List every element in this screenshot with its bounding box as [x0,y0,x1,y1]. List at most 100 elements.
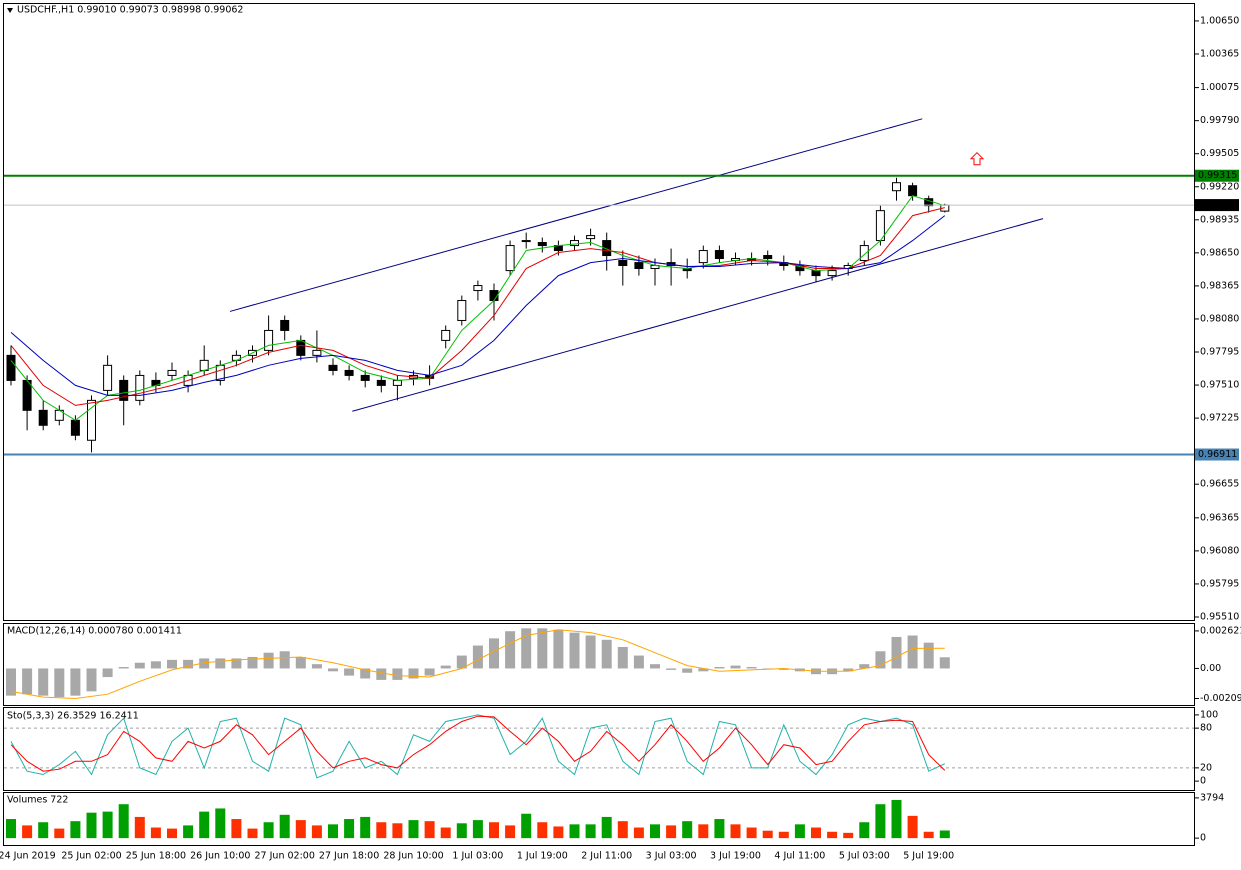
candle-body [103,364,113,391]
volume-bar [907,815,918,839]
candle-body [586,235,596,240]
macd-bar [617,646,628,669]
candle-body [199,359,209,371]
candle-body [892,182,901,192]
y-tick-label: 0.96080 [1200,545,1239,556]
x-tick-label: 24 Jun 2019 [0,851,56,862]
y-tick-label: 20 [1200,762,1212,773]
volume-bar [505,825,516,839]
candle-body [38,409,48,426]
candle-body [570,240,579,247]
x-tick-label: 25 Jun 02:00 [61,851,121,862]
x-tick-label: 27 Jun 02:00 [255,851,315,862]
macd-bar [585,635,596,669]
volume-bar [150,827,161,839]
y-tick-label: 0.99790 [1200,115,1239,126]
x-tick-label: 3 Jul 19:00 [710,851,761,862]
y-tick-label: 0.98650 [1200,247,1239,258]
level-label: 0.99062 [1198,200,1237,211]
y-tick-label: 0.98080 [1200,313,1239,324]
y-tick-label: 0.95795 [1200,578,1239,589]
macd-bar [22,668,33,695]
candle-body [505,245,515,272]
macd-bar [746,667,757,669]
candle-body [328,364,338,371]
volume-bar [746,827,757,839]
candle-body [376,379,386,386]
candle-body [296,339,306,356]
x-tick-label: 3 Jul 03:00 [646,851,697,862]
volume-bar [295,820,306,839]
volume-bar [183,825,194,839]
macd-bar [875,651,886,669]
signal-arrow [969,151,985,166]
volume-bar [22,825,33,839]
candle-body [70,419,80,436]
y-tick-label: 0.97225 [1200,413,1239,424]
candle-body [827,270,837,277]
volume-bar [6,819,16,839]
x-tick-label: 28 Jun 10:00 [383,851,443,862]
macd-bar [150,661,161,669]
y-tick-label: 80 [1200,723,1212,734]
macd-bar [134,662,145,669]
macd-bar [730,665,741,669]
x-tick-label: 27 Jun 18:00 [319,851,379,862]
volume-bar [859,822,870,839]
candle-body [360,374,370,381]
level-label-box [1195,448,1239,461]
candle-body [167,369,177,376]
symbol-menu-icon[interactable] [7,8,13,13]
y-tick-label: 0.95510 [1200,611,1239,622]
volume-bar [650,824,660,839]
x-tick-label: 4 Jul 11:00 [774,851,825,862]
macd-bar [505,631,516,669]
x-tick-label: 5 Jul 03:00 [839,851,890,862]
volume-bar [86,812,97,839]
volume-bar [344,819,355,839]
macd-bar [440,665,451,669]
volume-bar [762,830,773,839]
macd-bar [923,642,934,669]
volume-bar [231,819,242,839]
volume-bar [891,799,902,839]
candle-body [87,399,96,441]
volume-bar [553,826,564,839]
volume-bar [456,823,467,839]
candle-body [602,240,612,257]
volume-bar [424,821,435,839]
level-label: 0.99315 [1198,170,1237,181]
x-tick-label: 1 Jul 19:00 [517,851,568,862]
volume-bar [360,816,371,839]
candle-body [441,329,451,341]
volume-bar [682,821,693,839]
volume-bar [54,828,65,839]
volume-bar [70,821,81,839]
volume-bar [569,824,580,839]
macd-title: MACD(12,26,14) 0.000780 0.001411 [7,626,182,637]
macd-bar [376,668,387,680]
macd-bar [666,668,677,670]
macd-bar [859,664,870,669]
volume-bar [199,811,210,839]
volume-bar [118,804,129,839]
candle-body [521,240,531,243]
stochastic-title: Sto(5,3,3) 26.3529 16.2411 [7,711,139,722]
candle-body [811,270,821,277]
macd-bar [537,628,548,669]
macd-bar [183,659,194,669]
volume-bar [698,824,709,839]
volume-bar [827,831,838,839]
stochastic-line [10,714,946,779]
macd-bar [311,664,322,669]
candle-body [859,245,869,262]
y-tick-label: 0.99220 [1200,181,1239,192]
volume-bar [408,820,419,839]
volume-bar [440,827,451,839]
macd-bar [328,668,338,672]
y-tick-label: 1.00650 [1200,15,1239,26]
macd-bar [38,668,49,696]
candle-body [22,379,32,411]
